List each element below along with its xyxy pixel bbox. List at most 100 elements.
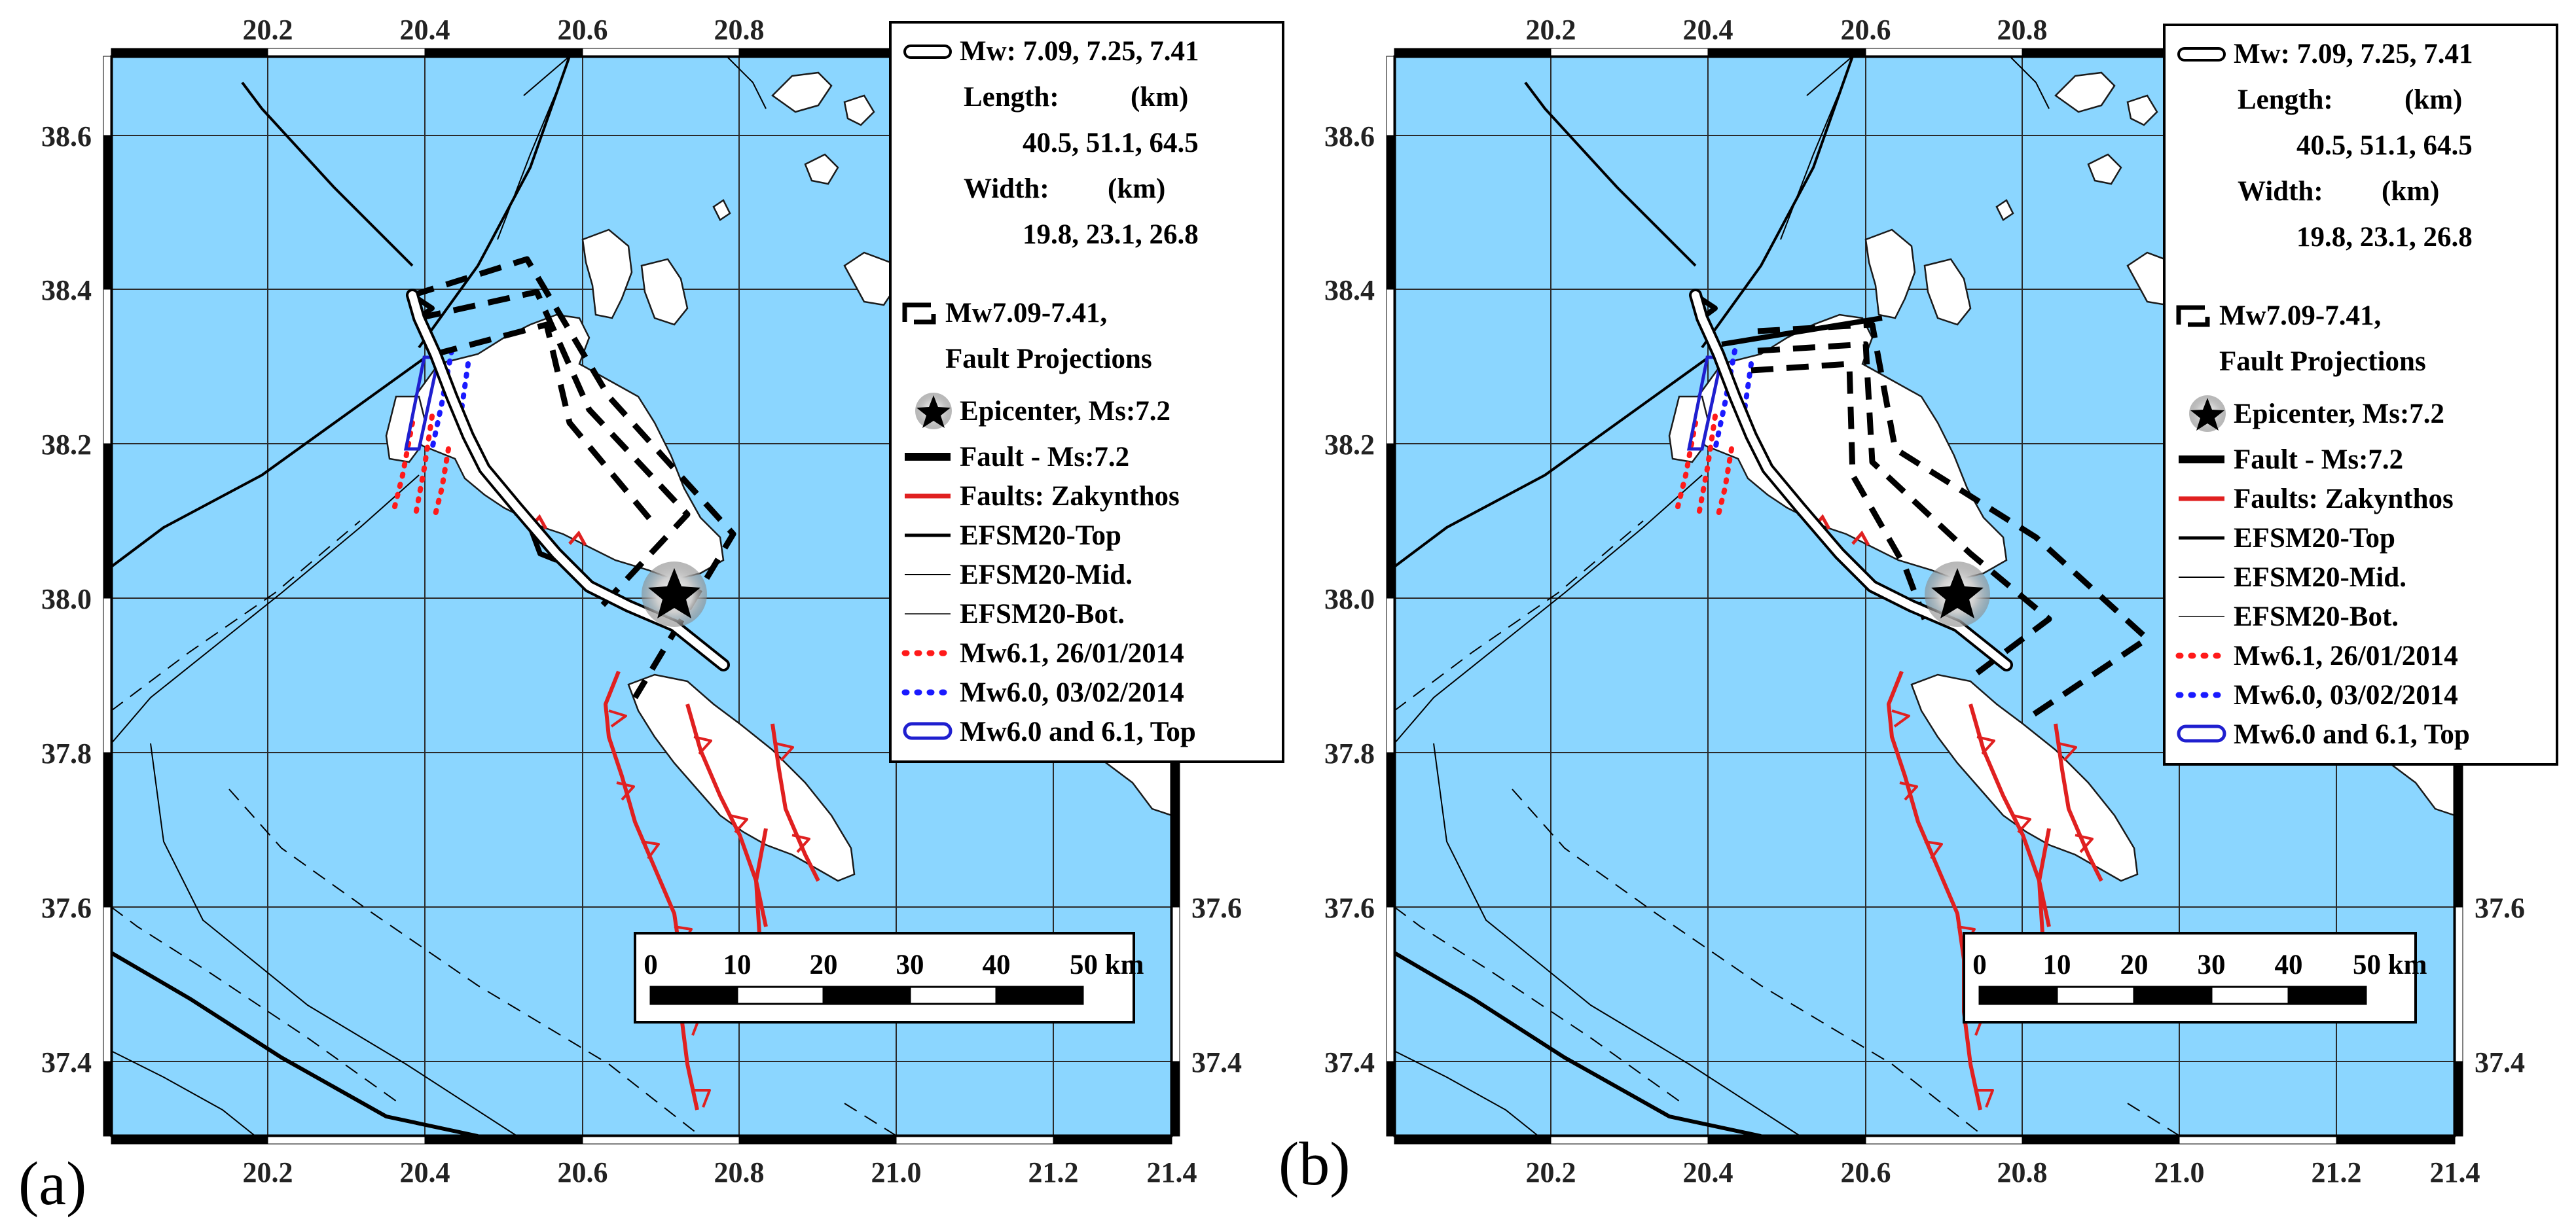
lon-tick-label-top: 20.2	[1526, 14, 1576, 46]
scalebar-label: 0	[644, 950, 658, 980]
scalebar-segment	[2287, 986, 2367, 1005]
legend-length-unit: (km)	[1131, 82, 1188, 113]
panel-b-overlay: 20.2 20.2 20.4 20.4 20.6 20.6 20.8 20.8 21.0 21.2…	[1324, 14, 2558, 1188]
epicenter-star-icon	[642, 561, 707, 627]
legend-mw-values: Mw: 7.09, 7.25, 7.41	[2234, 39, 2473, 69]
legend-length-label: Length:	[2238, 84, 2333, 115]
scalebar-label: 20	[2120, 950, 2149, 980]
legend-box	[889, 21, 1284, 763]
scalebar-label: 10	[2043, 950, 2071, 980]
panel-label-a: (a)	[18, 1150, 86, 1218]
panel-a-overlay: 20.2 20.2 20.4 20.4 20.6 20.6 20.8 20.8 21.0 21.2…	[41, 14, 1284, 1188]
legend-mw6-top: Mw6.0 and 6.1, Top	[960, 717, 1196, 747]
lon-tick-label-bottom: 21.0	[2154, 1156, 2205, 1188]
legend-efsm-mid: EFSM20-Mid.	[960, 560, 1133, 590]
lon-tick-label-top: 20.2	[243, 14, 293, 46]
legend-projection-line2: Fault Projections	[945, 344, 1152, 374]
lon-tick-label-bottom: 20.6	[558, 1156, 608, 1188]
mw6-top-swatch	[903, 722, 952, 740]
legend-mw61: Mw6.1, 26/01/2014	[960, 638, 1184, 669]
scalebar-box	[634, 932, 1135, 1024]
scalebar-label: 40	[2275, 950, 2303, 980]
lat-tick-label-left: 38.4	[41, 274, 92, 306]
scalebar-segment	[2056, 986, 2135, 1005]
mw6-top-swatch	[2177, 724, 2226, 743]
legend-width-values: 19.8, 23.1, 26.8	[1023, 219, 1199, 250]
scalebar-segment	[2210, 986, 2290, 1005]
scalebar-label: 30	[896, 950, 924, 980]
legend-faults-zakynthos: Faults: Zakynthos	[2234, 484, 2454, 514]
lat-tick-label-left: 38.2	[1324, 429, 1375, 461]
legend-mw-values: Mw: 7.09, 7.25, 7.41	[960, 36, 1199, 67]
lon-tick-label-bottom: 20.8	[714, 1156, 765, 1188]
lon-tick-label-top: 20.4	[1683, 14, 1733, 46]
legend-width-label: Width:	[964, 173, 1049, 204]
lon-tick-label-bottom: 21.2	[2312, 1156, 2362, 1188]
fault-line-swatch	[2177, 47, 2226, 62]
lon-tick-label-bottom: 21.4	[2430, 1156, 2480, 1188]
lat-tick-label-left: 38.0	[41, 583, 92, 615]
legend-box	[2163, 24, 2558, 766]
lat-tick-label-right: 37.6	[2475, 892, 2525, 924]
scalebar-label: 10	[723, 950, 752, 980]
lat-tick-label-left: 37.8	[1324, 738, 1375, 770]
lon-tick-label-top: 20.6	[558, 14, 608, 46]
legend-width-unit: (km)	[1108, 173, 1165, 204]
scalebar-box	[1963, 932, 2417, 1024]
lat-tick-label-left: 38.4	[1324, 274, 1375, 306]
lat-tick-label-left: 37.6	[1324, 892, 1375, 924]
lon-tick-label-bottom: 20.2	[1526, 1156, 1576, 1188]
lon-tick-label-top: 20.4	[400, 14, 450, 46]
panel-b	[1394, 56, 2455, 1136]
lat-tick-label-right: 37.4	[2475, 1046, 2525, 1078]
legend-epicenter: Epicenter, Ms:7.2	[960, 396, 1170, 427]
scalebar-label: 0	[1972, 950, 1987, 980]
legend-mw6-top: Mw6.0 and 6.1, Top	[2234, 719, 2470, 750]
panel-label-b: (b)	[1279, 1130, 1351, 1198]
legend-star-icon	[915, 393, 952, 429]
legend-efsm-bot: EFSM20-Bot.	[2234, 601, 2399, 632]
scalebar-label: 50 km	[2353, 950, 2427, 980]
lat-tick-label-left: 38.2	[41, 429, 92, 461]
legend-efsm-top: EFSM20-Top	[2234, 523, 2395, 554]
scalebar-segment	[995, 986, 1084, 1005]
scalebar-segment	[649, 986, 738, 1005]
legend-width-unit: (km)	[2382, 176, 2439, 207]
legend-efsm-mid: EFSM20-Mid.	[2234, 562, 2406, 593]
lon-tick-label-bottom: 20.8	[1997, 1156, 2048, 1188]
lon-tick-label-bottom: 21.4	[1147, 1156, 1197, 1188]
lon-tick-label-bottom: 20.6	[1841, 1156, 1891, 1188]
lat-tick-label-left: 37.4	[41, 1046, 92, 1078]
scalebar-label: 20	[810, 950, 838, 980]
lat-tick-label-left: 38.6	[1324, 120, 1375, 152]
scalebar-label: 50 km	[1070, 950, 1144, 980]
scalebar-label: 30	[2198, 950, 2226, 980]
scalebar-segment	[909, 986, 998, 1005]
lat-tick-label-left: 37.6	[41, 892, 92, 924]
legend-width-values: 19.8, 23.1, 26.8	[2296, 222, 2473, 253]
panel-a	[111, 56, 1172, 1136]
epicenter-star-icon	[1925, 561, 1990, 627]
scalebar-segment	[1978, 986, 2058, 1005]
legend-mw60: Mw6.0, 03/02/2014	[2234, 680, 2458, 711]
lon-tick-label-bottom: 20.4	[400, 1156, 450, 1188]
legend-projection-line1: Mw7.09-7.41,	[945, 298, 1107, 329]
legend-epicenter: Epicenter, Ms:7.2	[2234, 399, 2444, 429]
legend-mw61: Mw6.1, 26/01/2014	[2234, 641, 2458, 671]
legend-length-unit: (km)	[2404, 84, 2462, 115]
legend-faults-zakynthos: Faults: Zakynthos	[960, 481, 1180, 512]
legend-length-values: 40.5, 51.1, 64.5	[2296, 130, 2473, 161]
lon-tick-label-top: 20.8	[1997, 14, 2048, 46]
fault-line-swatch	[903, 45, 952, 59]
lat-tick-label-right: 37.6	[1191, 892, 1242, 924]
scalebar-segment	[736, 986, 825, 1005]
legend-projection-line2: Fault Projections	[2219, 346, 2426, 377]
projection-swatch	[2176, 305, 2205, 325]
lat-tick-label-left: 37.8	[41, 738, 92, 770]
legend-projection-line1: Mw7.09-7.41,	[2219, 300, 2381, 331]
legend-width-label: Width:	[2238, 176, 2323, 207]
legend-length-values: 40.5, 51.1, 64.5	[1023, 128, 1199, 158]
legend-length-label: Length:	[964, 82, 1059, 113]
lon-tick-label-top: 20.8	[714, 14, 765, 46]
legend-mw60: Mw6.0, 03/02/2014	[960, 677, 1184, 708]
